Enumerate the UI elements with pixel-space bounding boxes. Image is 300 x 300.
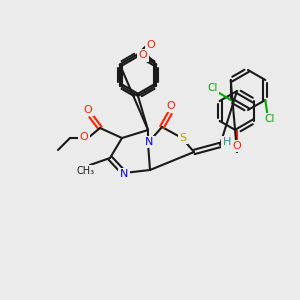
Text: N: N — [120, 169, 128, 179]
Text: N: N — [145, 137, 153, 147]
Text: Cl: Cl — [264, 114, 274, 124]
Text: Cl: Cl — [208, 83, 218, 93]
Text: O: O — [232, 141, 242, 151]
Text: H: H — [223, 137, 231, 147]
Text: CH₃: CH₃ — [77, 166, 95, 176]
Text: S: S — [179, 133, 187, 143]
Text: O: O — [139, 50, 148, 61]
Text: O: O — [84, 105, 92, 115]
Text: O: O — [167, 101, 176, 111]
Text: O: O — [80, 132, 88, 142]
Text: O: O — [147, 40, 155, 50]
